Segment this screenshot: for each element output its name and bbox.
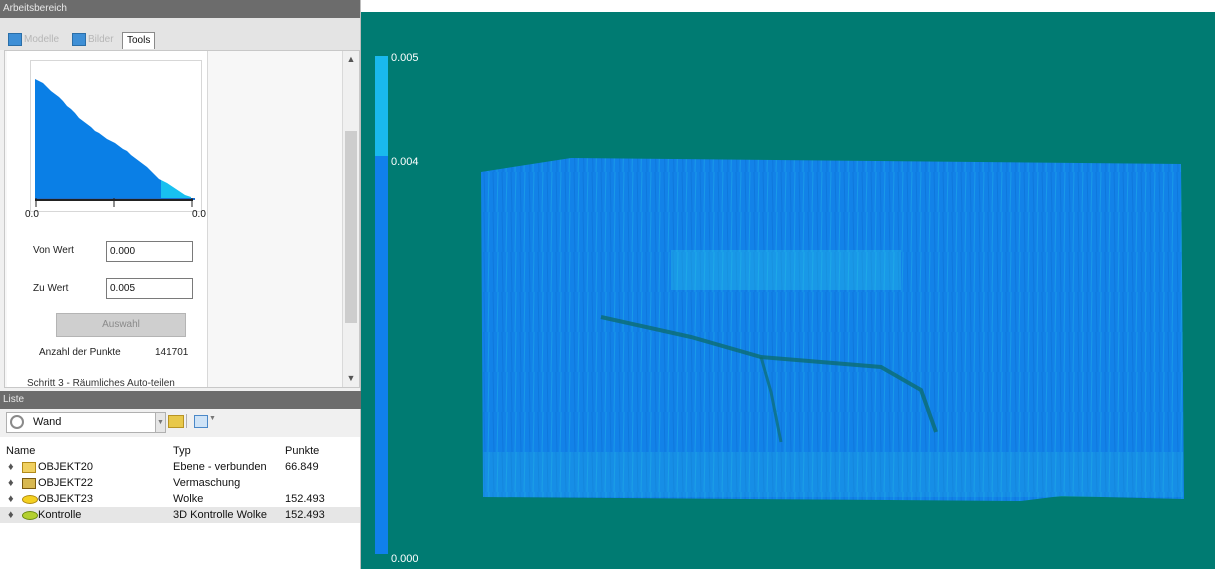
cloud-icon (22, 495, 38, 504)
von-wert-label: Von Wert (33, 245, 74, 256)
row-name: OBJEKT20 (38, 461, 94, 473)
crack-line (600, 315, 938, 433)
column-typ[interactable]: Typ (173, 445, 191, 457)
tab-modelle[interactable]: Modelle (8, 32, 59, 48)
color-scale-label-mid: 0.004 (391, 156, 419, 168)
crack-branch (759, 356, 783, 443)
color-scale (375, 56, 388, 554)
row-name: OBJEKT22 (38, 477, 94, 489)
histogram-selection (161, 180, 191, 199)
row-typ: 3D Kontrolle Wolke (173, 509, 267, 521)
row-name: OBJEKT23 (38, 493, 94, 505)
auswahl-button[interactable]: Auswahl (56, 313, 186, 337)
point-cloud (481, 158, 1184, 501)
histogram-min-label: 0.0 (25, 209, 39, 220)
view-options-icon[interactable] (194, 415, 208, 428)
list-row[interactable]: ♦ OBJEKT22 Vermaschung (0, 475, 360, 491)
tab-label: Tools (127, 35, 151, 46)
toolbar-divider (186, 414, 187, 428)
search-input[interactable]: Wand (6, 412, 156, 433)
anzahl-label: Anzahl der Punkte (39, 347, 121, 358)
visibility-icon[interactable]: ♦ (8, 509, 14, 521)
left-panel: Arbeitsbereich Modelle Bilder Tools (0, 0, 363, 569)
model-icon (8, 32, 22, 46)
histogram-max-label: 0.0 (192, 209, 206, 220)
histogram-axis (35, 198, 193, 207)
step-text: Schritt 3 - Räumliches Auto-teilen (opti… (27, 378, 175, 388)
workspace-title: Arbeitsbereich (0, 0, 360, 18)
zu-wert-label: Zu Wert (33, 283, 69, 294)
visibility-icon[interactable]: ♦ (8, 477, 14, 489)
tab-label: Bilder (88, 34, 114, 45)
scroll-down-icon[interactable]: ▼ (346, 373, 356, 383)
image-icon (72, 32, 86, 46)
list-header: Name Typ Punkte (0, 443, 360, 459)
color-scale-upper (375, 56, 388, 156)
row-typ: Wolke (173, 493, 204, 505)
list-toolbar: Wand ▼ ▼ (0, 409, 360, 435)
search-icon (10, 415, 24, 429)
tools-panel: 0.0 0.0 Von Wert 0.000 Zu Wert 0.005 Aus… (7, 51, 208, 387)
vertical-scrollbar[interactable]: ▲ ▼ (342, 51, 359, 387)
point-cloud-bottom-band (483, 452, 1183, 497)
folder-icon[interactable] (168, 415, 184, 428)
list-row[interactable]: ♦ OBJEKT23 Wolke 152.493 (0, 491, 360, 507)
tab-bilder[interactable]: Bilder (72, 32, 114, 48)
view-options-dropdown-icon[interactable]: ▼ (209, 415, 216, 422)
von-wert-input[interactable]: 0.000 (106, 241, 193, 262)
tab-label: Modelle (24, 34, 60, 45)
histogram-chart (35, 79, 195, 200)
row-punkte: 152.493 (285, 493, 325, 505)
mesh-icon (22, 478, 36, 489)
column-name[interactable]: Name (6, 445, 36, 457)
column-punkte[interactable]: Punkte (285, 445, 320, 457)
row-typ: Ebene - verbunden (173, 461, 267, 473)
anzahl-value: 141701 (155, 347, 189, 358)
search-value: Wand (33, 416, 62, 428)
plane-icon (22, 462, 36, 473)
point-cloud-patch (671, 250, 901, 290)
row-punkte: 152.493 (285, 509, 325, 521)
list-row[interactable]: ♦ Kontrolle 3D Kontrolle Wolke 152.493 (0, 507, 360, 523)
visibility-icon[interactable]: ♦ (8, 493, 14, 505)
workspace-tabs: Modelle Bilder Tools (0, 28, 360, 50)
tab-tools[interactable]: Tools (122, 32, 156, 49)
histogram (30, 60, 202, 212)
row-punkte: 66.849 (285, 461, 319, 473)
color-scale-label-max: 0.005 (391, 52, 419, 64)
histogram-range-slider[interactable] (35, 198, 193, 207)
list-title: Liste (0, 391, 363, 409)
search-dropdown-icon[interactable]: ▼ (155, 412, 166, 433)
color-scale-label-min: 0.000 (391, 553, 419, 565)
list-row[interactable]: ♦ OBJEKT20 Ebene - verbunden 66.849 (0, 459, 360, 475)
scroll-thumb[interactable] (345, 131, 357, 323)
3d-viewport[interactable]: 0.005 0.004 0.000 (361, 12, 1215, 569)
row-name: Kontrolle (38, 509, 82, 521)
zu-wert-input[interactable]: 0.005 (106, 278, 193, 299)
tools-scroll-area[interactable]: 0.0 0.0 Von Wert 0.000 Zu Wert 0.005 Aus… (4, 50, 360, 388)
object-list: Name Typ Punkte ♦ OBJEKT20 Ebene - verbu… (0, 437, 360, 569)
row-typ: Vermaschung (173, 477, 241, 489)
histogram-bars (35, 79, 161, 199)
point-cloud-surface (481, 158, 1184, 501)
scroll-up-icon[interactable]: ▲ (346, 54, 356, 64)
color-scale-lower (375, 156, 388, 554)
control-icon (22, 511, 38, 520)
visibility-icon[interactable]: ♦ (8, 461, 14, 473)
